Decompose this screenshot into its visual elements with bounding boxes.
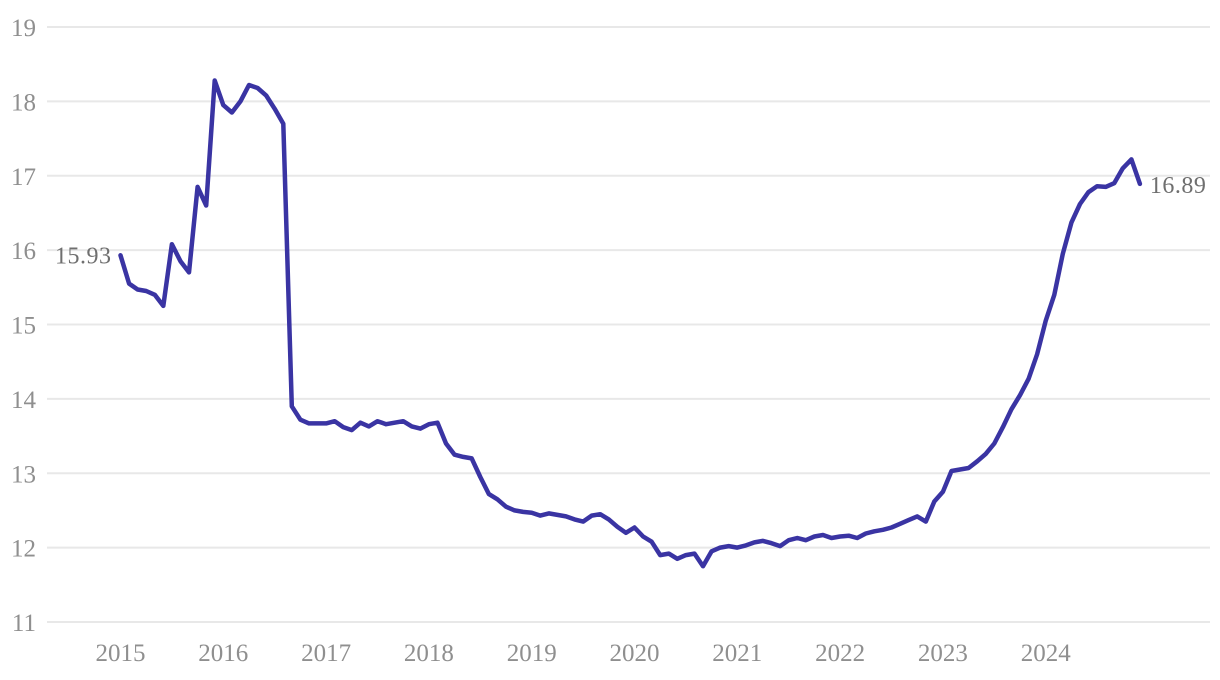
- y-tick-label: 18: [11, 89, 36, 116]
- x-tick-label: 2024: [1021, 640, 1072, 667]
- y-tick-label: 15: [11, 313, 36, 340]
- x-tick-label: 2017: [301, 640, 351, 667]
- x-tick-label: 2016: [198, 640, 248, 667]
- y-tick-label: 12: [11, 536, 36, 563]
- series-line: [118, 78, 1143, 569]
- y-tick-label: 11: [12, 610, 36, 637]
- x-tick-label: 2023: [918, 640, 968, 667]
- y-tick-label: 14: [11, 387, 37, 414]
- x-tick-label: 2018: [404, 640, 454, 667]
- y-tick-label: 16: [11, 238, 36, 265]
- end-value-label: 16.89: [1150, 173, 1207, 199]
- y-tick-label: 17: [11, 164, 36, 191]
- x-tick-label: 2021: [712, 640, 762, 667]
- x-tick-label: 2019: [507, 640, 557, 667]
- x-tick-label: 2015: [96, 640, 146, 667]
- y-tick-label: 19: [11, 15, 36, 42]
- x-tick-label: 2022: [815, 640, 865, 667]
- start-value-label: 15.93: [55, 243, 112, 269]
- x-tick-label: 2020: [610, 640, 660, 667]
- y-tick-label: 13: [11, 461, 36, 488]
